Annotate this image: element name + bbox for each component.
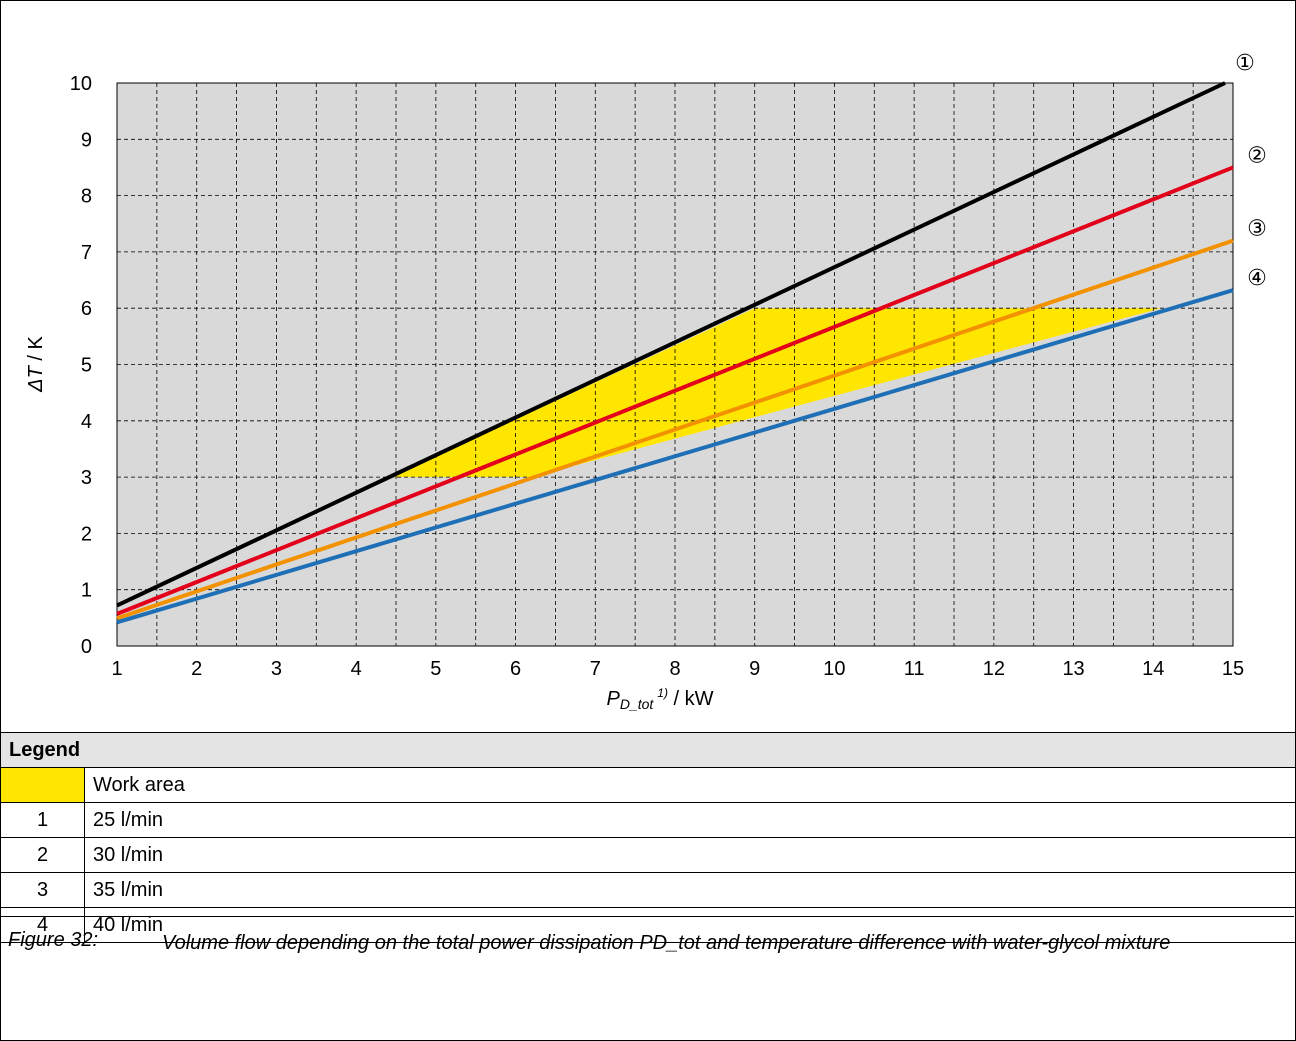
series-line-1 (116, 81, 1226, 608)
legend-label: 35 l/min (84, 872, 1296, 908)
legend-row: 2 30 l/min (0, 837, 1296, 873)
marker-layer: ① ② ③ ④ (1235, 51, 1267, 291)
legend-title: Legend (0, 732, 1296, 768)
legend-number: 1 (0, 802, 85, 838)
y-tick-label: 10 (70, 73, 92, 95)
legend-row-work-area: Work area (0, 767, 1296, 803)
series-line-3 (116, 238, 1234, 621)
plot-border (116, 82, 1234, 647)
legend-row: 4 40 l/min (0, 907, 1296, 943)
x-tick-label: 5 (430, 658, 441, 680)
series-line-4 (116, 288, 1234, 625)
y-tick-label: 0 (81, 636, 92, 658)
series-marker-3: ③ (1247, 217, 1267, 242)
work-area-swatch (0, 767, 85, 803)
x-tick-label: 9 (749, 658, 760, 680)
legend-header-row: Legend (0, 732, 1296, 768)
series-marker-1: ① (1235, 51, 1255, 76)
legend-table: Legend Work area 1 25 l/min 2 30 l/min 3… (0, 732, 1296, 943)
y-tick-label: 7 (81, 242, 92, 264)
legend-label: 40 l/min (84, 907, 1296, 943)
y-tick-label: 9 (81, 129, 92, 151)
series-marker-2: ② (1247, 143, 1267, 168)
legend-number: 3 (0, 872, 85, 908)
figure-caption: Figure 32: Volume flow depending on the … (0, 916, 1294, 1041)
y-tick-label: 2 (81, 523, 92, 545)
y-tick-label: 6 (81, 298, 92, 320)
legend-label: 30 l/min (84, 837, 1296, 873)
series-layer (116, 81, 1234, 625)
legend-row: 3 35 l/min (0, 872, 1296, 908)
x-tick-label: 7 (590, 658, 601, 680)
x-tick-label: 3 (271, 658, 282, 680)
y-tick-label: 1 (81, 580, 92, 602)
x-tick-label: 13 (1062, 658, 1084, 680)
x-tick-label: 10 (823, 658, 845, 680)
x-tick-label: 11 (904, 658, 925, 680)
x-tick-label: 12 (983, 658, 1005, 680)
x-tick-label: 4 (351, 658, 362, 680)
x-tick-label: 14 (1142, 658, 1164, 680)
y-axis-label: ΔT / K (25, 336, 47, 393)
caption-label: Figure 32: (8, 929, 99, 951)
x-tick-label: 2 (191, 658, 202, 680)
legend-number: 4 (0, 907, 85, 943)
legend-number: 2 (0, 837, 85, 873)
caption-text: Volume flow depending on the total power… (162, 932, 1171, 954)
y-tick-labels: 0 1 2 3 4 5 6 7 8 9 10 (70, 73, 92, 658)
y-tick-label: 3 (81, 467, 92, 489)
x-tick-label: 8 (669, 658, 680, 680)
series-marker-4: ④ (1247, 266, 1267, 291)
legend-row: 1 25 l/min (0, 802, 1296, 838)
x-tick-labels: 1 2 3 4 5 6 7 8 9 10 11 12 13 14 15 (111, 658, 1244, 680)
y-tick-label: 4 (81, 411, 92, 433)
work-area-layer (392, 308, 1162, 478)
series-line-2 (116, 165, 1234, 616)
legend-label: 25 l/min (84, 802, 1296, 838)
y-tick-label: 8 (81, 186, 92, 208)
work-area-label: Work area (84, 767, 1296, 803)
x-tick-label: 1 (111, 658, 122, 680)
x-tick-label: 6 (510, 658, 521, 680)
x-tick-label: 15 (1222, 658, 1244, 680)
x-axis-label: PD_tot1) / kW (606, 686, 713, 712)
y-tick-label: 5 (81, 355, 92, 377)
work-area-polygon (392, 308, 1162, 478)
